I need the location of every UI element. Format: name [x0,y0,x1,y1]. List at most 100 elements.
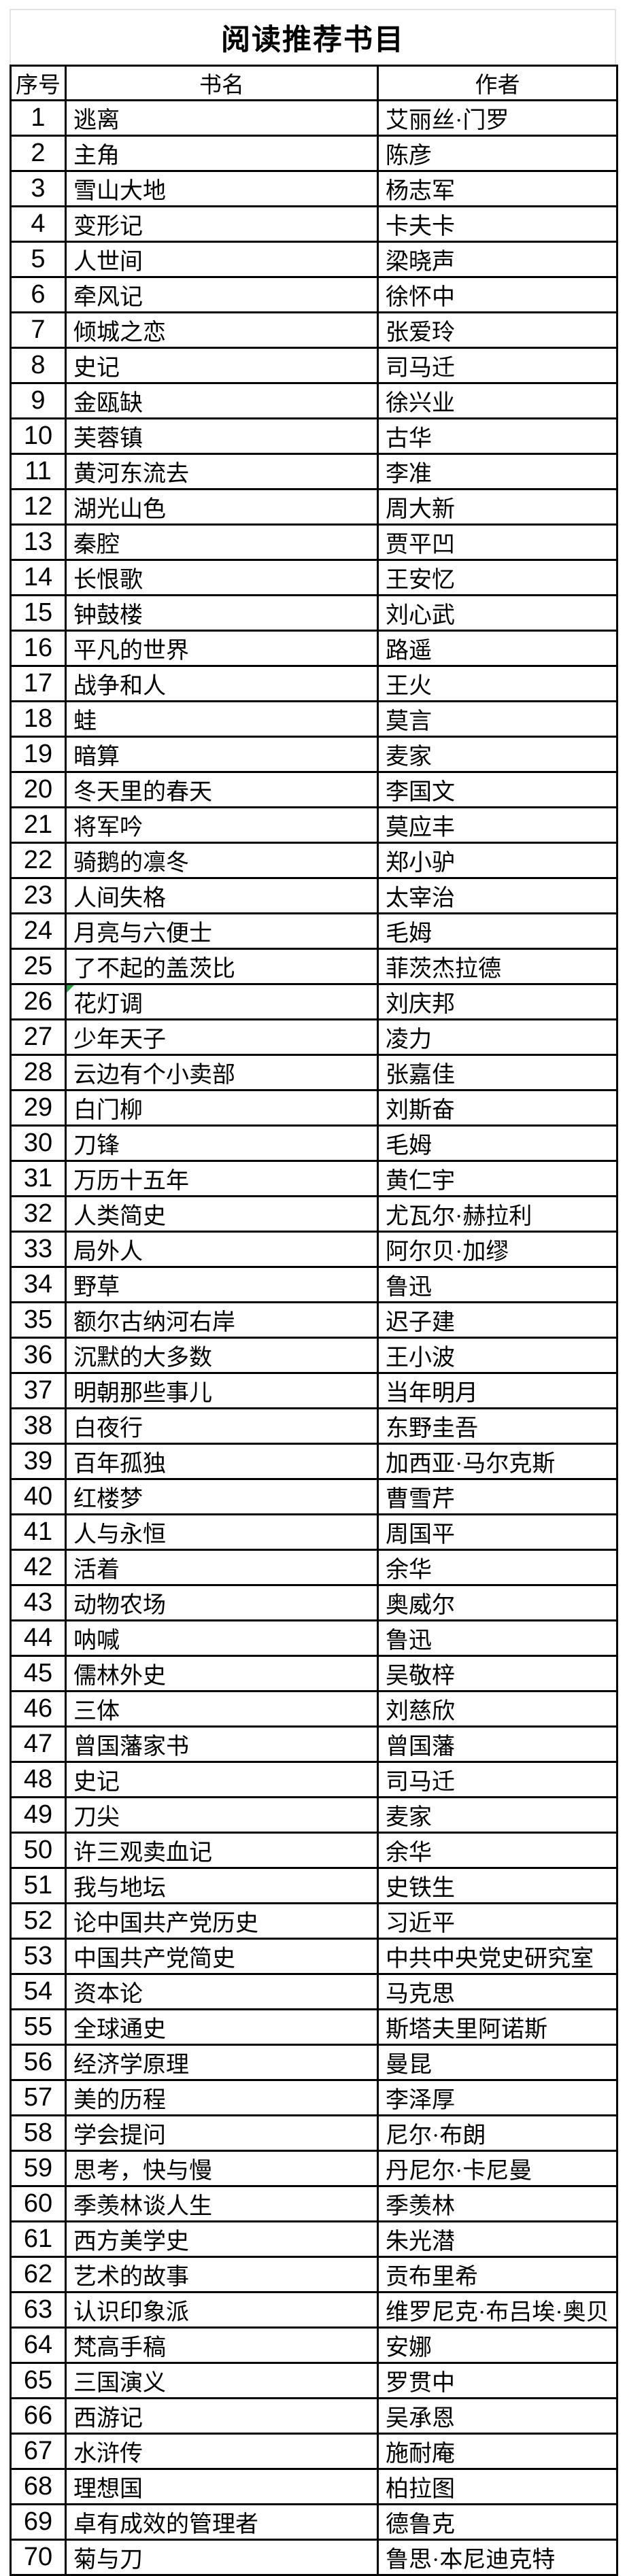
book-title-cell[interactable]: 冬天里的春天 [65,771,379,808]
book-title-cell[interactable]: 变形记 [65,205,379,243]
row-number-cell[interactable]: 57 [10,2079,67,2116]
row-number-cell[interactable]: 16 [10,630,67,667]
book-title-cell[interactable]: 许三观卖血记 [65,1832,379,1869]
book-title-cell[interactable]: 季羡林谈人生 [65,2185,379,2222]
author-cell[interactable]: 张嘉佳 [377,1054,618,1091]
author-cell[interactable]: 曾国藩 [377,1725,618,1763]
row-number-cell[interactable]: 41 [10,1513,67,1551]
row-number-cell[interactable]: 24 [10,912,67,950]
book-title-cell[interactable]: 艺术的故事 [65,2256,379,2293]
book-title-cell[interactable]: 牵风记 [65,276,379,313]
row-number-cell[interactable]: 67 [10,2433,67,2470]
book-title-cell[interactable]: 动物农场 [65,1584,379,1621]
book-title-cell[interactable]: 认识印象派 [65,2291,379,2329]
author-cell[interactable]: 丹尼尔·卡尼曼 [377,2150,618,2187]
row-number-cell[interactable]: 34 [10,1266,67,1303]
book-title-cell[interactable]: 秦腔 [65,523,379,561]
author-cell[interactable]: 季羡林 [377,2185,618,2222]
book-title-cell[interactable]: 黄河东流去 [65,453,379,490]
row-number-cell[interactable]: 40 [10,1478,67,1515]
author-cell[interactable]: 尼尔·布朗 [377,2114,618,2152]
author-cell[interactable]: 曹雪芹 [377,1478,618,1515]
author-cell[interactable]: 徐兴业 [377,382,618,419]
row-number-cell[interactable]: 42 [10,1549,67,1586]
author-cell[interactable]: 卡夫卡 [377,205,618,243]
author-cell[interactable]: 司马迁 [377,347,618,384]
author-cell[interactable]: 吴敬梓 [377,1655,618,1692]
row-number-cell[interactable]: 39 [10,1443,67,1480]
row-number-cell[interactable]: 1 [10,99,67,137]
author-cell[interactable]: 鲁迅 [377,1619,618,1657]
author-cell[interactable]: 余华 [377,1832,618,1869]
book-title-cell[interactable]: 雪山大地 [65,170,379,207]
book-title-cell[interactable]: 西方美学史 [65,2220,379,2258]
book-title-cell[interactable]: 红楼梦 [65,1478,379,1515]
row-number-cell[interactable]: 3 [10,170,67,207]
book-title-cell[interactable]: 论中国共产党历史 [65,1902,379,1940]
col-header-index[interactable]: 序号 [10,65,67,101]
author-cell[interactable]: 习近平 [377,1902,618,1940]
book-title-cell[interactable]: 史记 [65,1761,379,1798]
book-title-cell[interactable]: 蛙 [65,700,379,738]
book-title-cell[interactable]: 骑鹅的凛冬 [65,842,379,879]
book-title-cell[interactable]: 人与永恒 [65,1513,379,1551]
row-number-cell[interactable]: 55 [10,2008,67,2046]
row-number-cell[interactable]: 48 [10,1761,67,1798]
author-cell[interactable]: 东野圭吾 [377,1407,618,1445]
row-number-cell[interactable]: 47 [10,1725,67,1763]
row-number-cell[interactable]: 43 [10,1584,67,1621]
row-number-cell[interactable]: 37 [10,1372,67,1409]
book-title-cell[interactable]: 刀尖 [65,1796,379,1834]
row-number-cell[interactable]: 15 [10,594,67,632]
book-title-cell[interactable]: 西游记 [65,2397,379,2435]
row-number-cell[interactable]: 30 [10,1124,67,1162]
author-cell[interactable]: 梁晓声 [377,241,618,278]
row-number-cell[interactable]: 56 [10,2044,67,2081]
author-cell[interactable]: 古华 [377,417,618,455]
row-number-cell[interactable]: 69 [10,2503,67,2541]
row-number-cell[interactable]: 36 [10,1337,67,1374]
author-cell[interactable]: 刘斯奋 [377,1089,618,1127]
row-number-cell[interactable]: 50 [10,1832,67,1869]
row-number-cell[interactable]: 8 [10,347,67,384]
book-title-cell[interactable]: 人间失格 [65,877,379,914]
author-cell[interactable]: 余华 [377,1549,618,1586]
book-title-cell[interactable]: 思考，快与慢 [65,2150,379,2187]
book-title-cell[interactable]: 沉默的大多数 [65,1337,379,1374]
row-number-cell[interactable]: 46 [10,1690,67,1728]
book-title-cell[interactable]: 呐喊 [65,1619,379,1657]
row-number-cell[interactable]: 26 [10,983,67,1020]
row-number-cell[interactable]: 31 [10,1160,67,1197]
book-title-cell[interactable]: 我与地坛 [65,1867,379,1904]
book-title-cell[interactable]: 中国共产党简史 [65,1938,379,1975]
row-number-cell[interactable]: 20 [10,771,67,808]
book-title-cell[interactable]: 花灯调 [65,983,379,1020]
book-title-cell[interactable]: 明朝那些事儿 [65,1372,379,1409]
row-number-cell[interactable]: 63 [10,2291,67,2329]
row-number-cell[interactable]: 38 [10,1407,67,1445]
book-title-cell[interactable]: 少年天子 [65,1018,379,1056]
row-number-cell[interactable]: 27 [10,1018,67,1056]
row-number-cell[interactable]: 68 [10,2468,67,2505]
author-cell[interactable]: 加西亚·马尔克斯 [377,1443,618,1480]
book-title-cell[interactable]: 战争和人 [65,665,379,702]
author-cell[interactable]: 史铁生 [377,1867,618,1904]
book-title-cell[interactable]: 美的历程 [65,2079,379,2116]
col-header-book[interactable]: 书名 [65,65,379,101]
author-cell[interactable]: 毛姆 [377,1124,618,1162]
book-title-cell[interactable]: 学会提问 [65,2114,379,2152]
book-title-cell[interactable]: 三体 [65,1690,379,1728]
book-title-cell[interactable]: 长恨歌 [65,559,379,596]
author-cell[interactable]: 迟子建 [377,1301,618,1339]
book-title-cell[interactable]: 水浒传 [65,2433,379,2470]
author-cell[interactable]: 徐怀中 [377,276,618,313]
author-cell[interactable]: 太宰治 [377,877,618,914]
book-title-cell[interactable]: 逃离 [65,99,379,137]
author-cell[interactable]: 贡布里希 [377,2256,618,2293]
row-number-cell[interactable]: 18 [10,700,67,738]
row-number-cell[interactable]: 52 [10,1902,67,1940]
book-title-cell[interactable]: 人世间 [65,241,379,278]
row-number-cell[interactable]: 49 [10,1796,67,1834]
author-cell[interactable]: 李准 [377,453,618,490]
author-cell[interactable]: 李国文 [377,771,618,808]
